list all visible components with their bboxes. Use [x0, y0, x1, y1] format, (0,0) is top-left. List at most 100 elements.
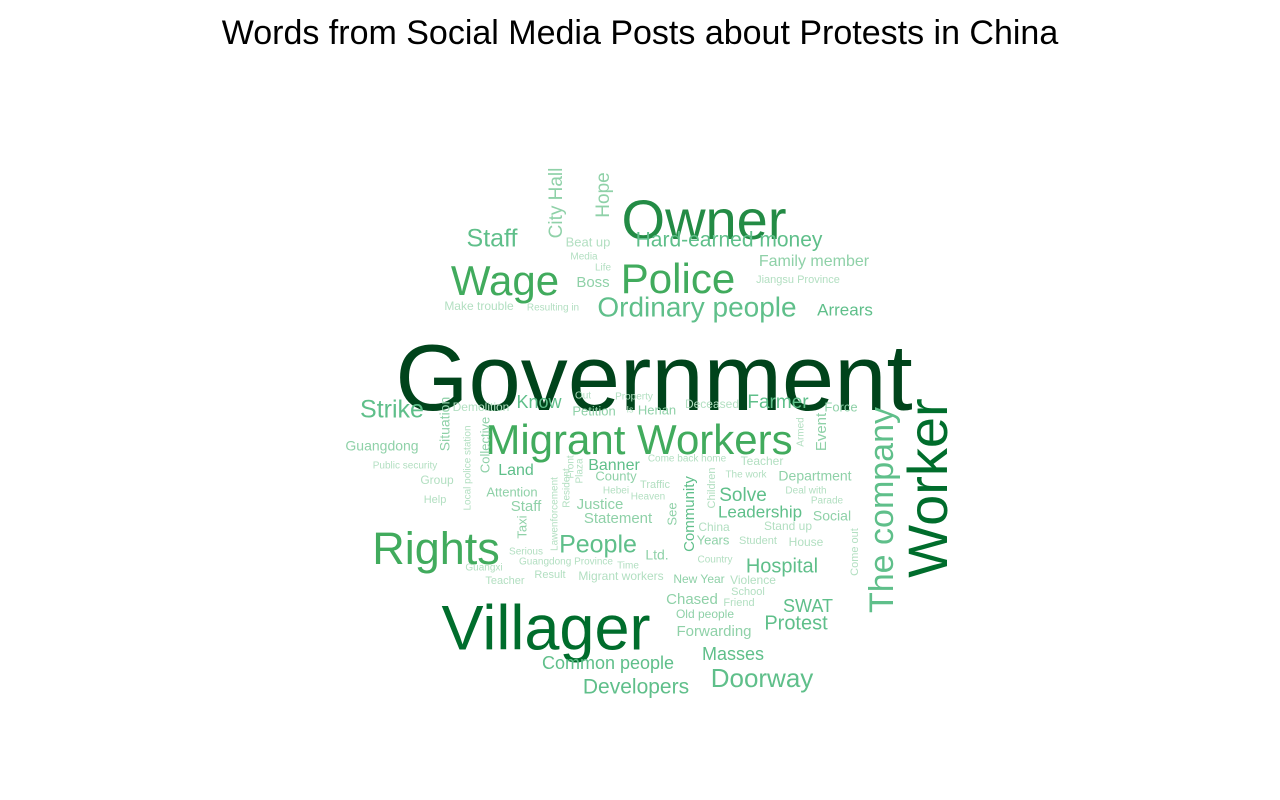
- word-come-out: Come out: [849, 528, 861, 576]
- word-violence: Violence: [730, 573, 776, 587]
- word-wage: Wage: [451, 257, 559, 304]
- word-petition: Petition: [572, 403, 615, 418]
- word-people: People: [559, 531, 637, 559]
- word-heaven: Heaven: [631, 492, 665, 503]
- word-situation: Situation: [437, 397, 453, 451]
- word-teacher: Teacher: [485, 575, 524, 587]
- word-parade: Parade: [811, 496, 844, 507]
- word-arrears: Arrears: [817, 300, 873, 319]
- word-attention: Attention: [486, 484, 537, 499]
- word-demolition: Demolition: [453, 400, 510, 414]
- word-solve: Solve: [719, 485, 767, 506]
- word-property: Property: [615, 392, 653, 403]
- word-banner: Banner: [588, 457, 640, 474]
- word-hospital: Hospital: [746, 555, 818, 577]
- word-teacher: Teacher: [741, 454, 784, 468]
- word-jiangsu-province: Jiangsu Province: [756, 274, 840, 286]
- word-chased: Chased: [666, 591, 718, 608]
- word-leadership: Leadership: [718, 502, 802, 521]
- word-guangdong-province: Guangdong Province: [519, 557, 613, 568]
- word-staff: Staff: [511, 498, 542, 515]
- word-masses: Masses: [702, 644, 764, 664]
- word-the-company: The company: [863, 407, 901, 613]
- word-police: Police: [621, 255, 735, 302]
- word-lawenforcement: Lawenforcement: [550, 477, 561, 551]
- word-help: Help: [424, 494, 447, 506]
- word-the-work: The work: [725, 470, 767, 481]
- word-old-people: Old people: [676, 607, 734, 621]
- word-migrant-workers: Migrant Workers: [485, 416, 792, 463]
- chart-title: Words from Social Media Posts about Prot…: [221, 14, 1059, 52]
- word-farmer: Farmer: [747, 392, 809, 413]
- word-hard-earned-money: Hard-earned money: [636, 229, 823, 252]
- word-media: Media: [570, 252, 598, 263]
- word-front: Front: [566, 455, 577, 479]
- word-come-back-home: Come back home: [648, 454, 727, 465]
- word-country: Country: [697, 555, 732, 566]
- word-make-trouble: Make trouble: [444, 299, 514, 313]
- word-out: Out: [575, 391, 591, 402]
- word-collective: Collective: [477, 417, 492, 473]
- word-boss: Boss: [576, 274, 609, 291]
- word-deceased: Deceased: [685, 397, 739, 411]
- word-statement: Statement: [584, 510, 653, 527]
- word-china: China: [698, 520, 730, 534]
- word-resident: Resident: [562, 468, 573, 508]
- word-event: Event: [813, 412, 830, 451]
- word-ltd: Ltd.: [645, 547, 668, 563]
- word-family-member: Family member: [759, 253, 870, 270]
- word-deal-with: Deal with: [785, 486, 826, 497]
- word-student: Student: [739, 535, 777, 547]
- word-years: Years: [697, 532, 730, 547]
- word-know: Know: [516, 392, 562, 412]
- word-common-people: Common people: [542, 653, 674, 673]
- word-justice: Justice: [577, 496, 624, 513]
- word-land: Land: [498, 462, 534, 479]
- word-beat-up: Beat up: [566, 234, 611, 249]
- word-taxi: Taxi: [514, 515, 529, 538]
- word-public-security: Public security: [373, 461, 437, 472]
- word-traffic: Traffic: [640, 479, 670, 491]
- word-see: See: [664, 502, 679, 525]
- word-migrant-workers: Migrant workers: [578, 569, 663, 583]
- word-henan: Henan: [638, 402, 676, 417]
- word-is: Is: [626, 404, 634, 414]
- word-forwarding: Forwarding: [676, 623, 751, 640]
- word-house: House: [789, 535, 824, 549]
- word-rights: Rights: [372, 523, 500, 574]
- word-time: Time: [617, 561, 639, 572]
- word-city-hall: City Hall: [546, 168, 567, 239]
- word-guangxi: Guangxi: [465, 563, 502, 574]
- word-community: Community: [681, 476, 698, 552]
- word-swat: SWAT: [783, 596, 833, 616]
- word-armed: Armed: [796, 417, 807, 446]
- word-local-police-station: Local police station: [463, 425, 474, 510]
- word-protest: Protest: [764, 612, 828, 634]
- word-government: Government: [395, 325, 912, 430]
- word-department: Department: [778, 468, 851, 484]
- word-result: Result: [534, 569, 565, 581]
- word-group: Group: [420, 473, 454, 487]
- word-hebei: Hebei: [603, 486, 629, 497]
- word-guangdong: Guangdong: [345, 438, 418, 454]
- word-doorway: Doorway: [711, 663, 814, 693]
- word-new-year: New Year: [673, 572, 724, 586]
- word-strike: Strike: [360, 396, 424, 424]
- word-friend: Friend: [723, 597, 754, 609]
- word-stand-up: Stand up: [764, 519, 812, 533]
- word-force: Force: [824, 399, 857, 414]
- word-county: County: [595, 468, 637, 483]
- word-serious: Serious: [509, 547, 543, 558]
- word-worker: Worker: [896, 398, 959, 577]
- word-social: Social: [813, 508, 851, 524]
- word-ordinary-people: Ordinary people: [597, 291, 796, 322]
- word-hope: Hope: [593, 172, 614, 217]
- word-children: Children: [706, 468, 718, 509]
- word-resulting-in: Resulting in: [527, 303, 579, 314]
- word-staff: Staff: [467, 225, 518, 253]
- word-school: School: [731, 586, 765, 598]
- word-life: Life: [595, 263, 612, 274]
- word-owner: Owner: [622, 188, 787, 251]
- word-developers: Developers: [583, 676, 689, 699]
